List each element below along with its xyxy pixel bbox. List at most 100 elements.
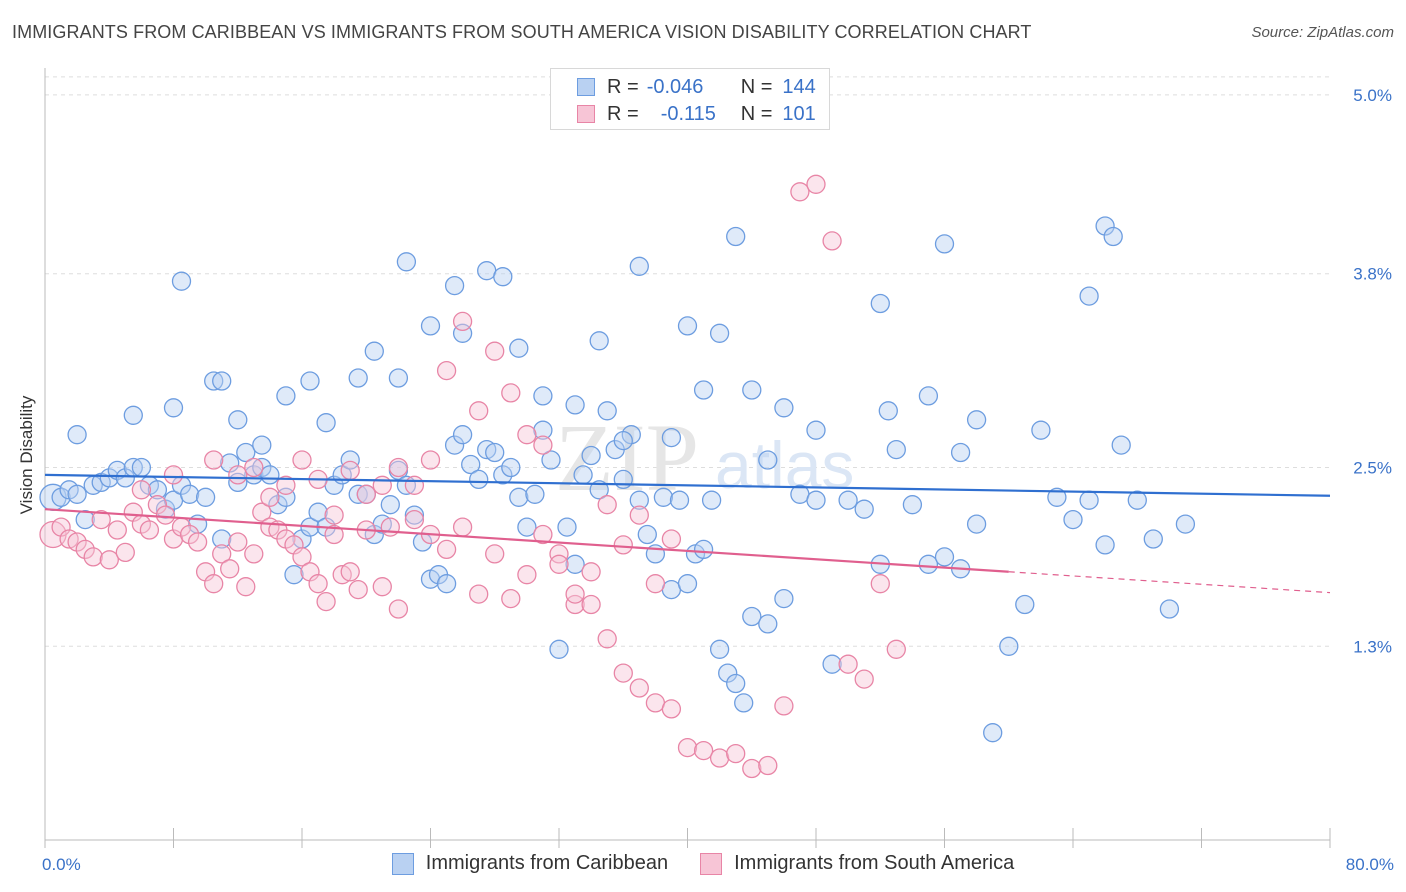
point-caribbean — [388, 368, 409, 388]
point-caribbean — [99, 468, 119, 488]
chart-title: IMMIGRANTS FROM CARIBBEAN VS IMMIGRANTS … — [12, 22, 1032, 42]
point-caribbean — [51, 487, 71, 507]
point-caribbean — [380, 495, 400, 515]
point-caribbean — [1111, 435, 1131, 455]
point-caribbean — [260, 465, 280, 485]
point-caribbean — [709, 323, 730, 343]
point-caribbean — [236, 442, 256, 463]
point-caribbean — [983, 723, 1003, 743]
bottom-legend-label-caribbean: Immigrants from Caribbean — [425, 852, 669, 874]
point-caribbean — [452, 425, 473, 445]
point-caribbean — [123, 405, 143, 425]
point-caribbean — [501, 457, 521, 478]
point-caribbean — [966, 410, 987, 430]
point-caribbean — [742, 380, 762, 400]
point-south-america — [147, 495, 168, 515]
point-south-america — [204, 574, 224, 594]
point-south-america — [581, 562, 601, 582]
point-south-america — [244, 544, 264, 564]
point-caribbean — [533, 420, 553, 440]
point-south-america — [485, 341, 505, 361]
point-caribbean — [918, 554, 939, 574]
point-caribbean — [726, 673, 746, 694]
watermark-zip: ZIP — [555, 404, 699, 511]
point-caribbean — [444, 435, 465, 455]
point-south-america — [380, 517, 400, 537]
x-tick-label: 80.0% — [1346, 855, 1394, 874]
x-tick-label: 0.0% — [42, 855, 81, 874]
point-south-america — [276, 475, 296, 495]
bottom-legend-swatch-caribbean — [391, 852, 414, 875]
point-caribbean — [308, 502, 328, 522]
point-caribbean — [517, 517, 537, 537]
point-caribbean — [147, 480, 168, 500]
bottom-legend-south-america[interactable]: Immigrants from South America — [700, 852, 1014, 875]
point-caribbean — [212, 371, 232, 391]
gridlines — [45, 76, 1330, 647]
bottom-legend: Immigrants from Caribbean Immigrants fro… — [0, 852, 1406, 875]
point-caribbean — [509, 338, 529, 358]
point-south-america — [356, 484, 376, 504]
point-south-america — [83, 547, 103, 567]
point-south-america — [581, 594, 601, 615]
point-caribbean — [461, 454, 481, 475]
point-south-america — [597, 495, 617, 515]
point-south-america — [372, 475, 392, 495]
point-caribbean — [1063, 509, 1083, 530]
point-south-america — [292, 450, 312, 470]
point-south-america — [870, 574, 890, 594]
point-south-america — [228, 465, 248, 485]
point-south-america — [726, 743, 746, 764]
point-caribbean — [204, 371, 224, 391]
point-south-america — [67, 532, 87, 552]
point-caribbean — [934, 234, 955, 254]
legend-swatch-caribbean — [577, 78, 595, 96]
point-caribbean — [404, 505, 425, 525]
point-caribbean — [557, 517, 577, 537]
point-south-america — [822, 231, 842, 251]
point-south-america — [252, 502, 272, 522]
point-caribbean — [1015, 594, 1035, 615]
point-south-america — [155, 505, 176, 525]
point-south-america — [388, 599, 409, 619]
point-south-america — [452, 311, 473, 332]
watermark-atlas: atlas — [715, 428, 854, 502]
point-caribbean — [396, 252, 417, 272]
point-south-america — [404, 509, 425, 530]
point-south-america — [613, 535, 633, 555]
point-south-america — [404, 475, 425, 495]
point-caribbean — [806, 490, 826, 510]
bottom-legend-label-south-america: Immigrants from South America — [734, 852, 1015, 874]
point-caribbean — [709, 639, 730, 659]
point-caribbean — [300, 371, 320, 391]
point-caribbean — [252, 457, 272, 478]
point-caribbean — [822, 654, 842, 674]
legend-n-value-caribbean: 144 — [782, 75, 816, 98]
point-caribbean — [268, 495, 288, 515]
legend-n-value-south-america: 101 — [782, 102, 816, 125]
point-caribbean — [589, 331, 609, 351]
point-caribbean — [734, 693, 754, 713]
point-south-america — [99, 550, 119, 570]
point-caribbean — [541, 450, 561, 470]
point-caribbean — [469, 469, 489, 490]
point-south-america — [324, 505, 344, 525]
legend-row-south-america: R = -0.115 N = 101 — [551, 100, 816, 128]
point-caribbean — [934, 547, 955, 567]
point-caribbean — [1159, 599, 1180, 619]
bottom-legend-swatch-south-america — [700, 852, 723, 875]
point-caribbean — [533, 386, 553, 406]
point-south-america — [549, 544, 569, 564]
point-caribbean — [565, 395, 585, 415]
point-caribbean — [493, 465, 513, 485]
legend-n-label: N = — [740, 75, 773, 98]
point-south-america — [806, 174, 826, 194]
point-south-america — [533, 435, 553, 455]
point-caribbean — [549, 639, 569, 659]
point-caribbean — [629, 256, 649, 276]
point-south-america — [565, 594, 585, 615]
bottom-legend-caribbean[interactable]: Immigrants from Caribbean — [391, 852, 669, 875]
point-caribbean — [163, 398, 184, 418]
point-caribbean — [67, 425, 87, 445]
point-caribbean — [107, 460, 127, 481]
